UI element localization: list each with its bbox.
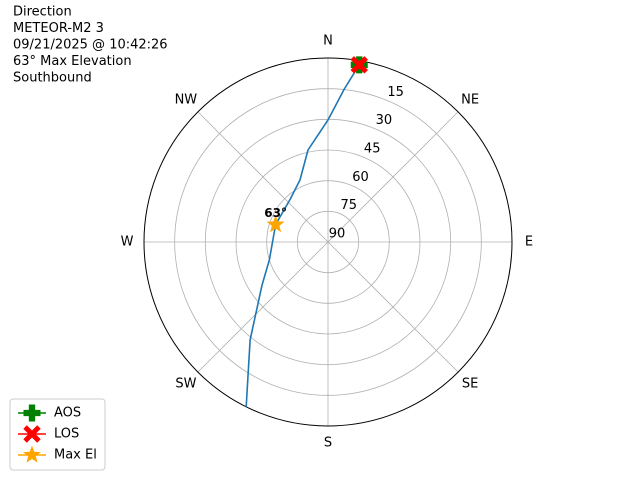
- title-line: Direction: [13, 5, 72, 20]
- legend-label: AOS: [54, 406, 81, 421]
- y-tick-label: 75: [340, 198, 357, 213]
- title-line: METEOR-M2 3: [13, 21, 104, 36]
- grid-spoke: [327, 241, 459, 373]
- y-tick-label: 90: [329, 227, 346, 242]
- marker-label: 63°: [264, 206, 287, 220]
- legend-marker: [23, 445, 41, 463]
- legend-label: LOS: [54, 427, 79, 442]
- y-tick-label: 30: [376, 113, 393, 128]
- y-tick-label: 15: [387, 85, 404, 100]
- marker: [350, 56, 368, 74]
- legend: AOS LOS Max El: [9, 398, 106, 471]
- x-tick-label: SW: [175, 377, 196, 392]
- marker: [266, 215, 285, 233]
- outer-frame: [143, 57, 513, 427]
- x-tick-label: N: [323, 34, 333, 49]
- legend-marker: [23, 425, 41, 443]
- track-line: [245, 64, 360, 407]
- title-line: 63° Max Elevation: [13, 54, 132, 69]
- x-tick-label: NE: [461, 92, 479, 107]
- y-tick-label: 45: [364, 142, 381, 157]
- title-line: Southbound: [13, 71, 92, 86]
- x-tick-label: E: [525, 235, 533, 250]
- x-tick-label: SE: [462, 377, 478, 392]
- legend-label: Max El: [54, 448, 97, 463]
- y-tick-label: 60: [352, 170, 369, 185]
- x-tick-label: W: [121, 235, 134, 250]
- grid-spoke: [197, 241, 329, 373]
- grid-spoke: [327, 111, 459, 243]
- legend-marker: [23, 404, 41, 422]
- x-tick-label: NW: [175, 92, 198, 107]
- title-line: 09/21/2025 @ 10:42:26: [13, 38, 168, 53]
- x-tick-label: S: [324, 436, 332, 451]
- grid-spoke: [197, 111, 329, 243]
